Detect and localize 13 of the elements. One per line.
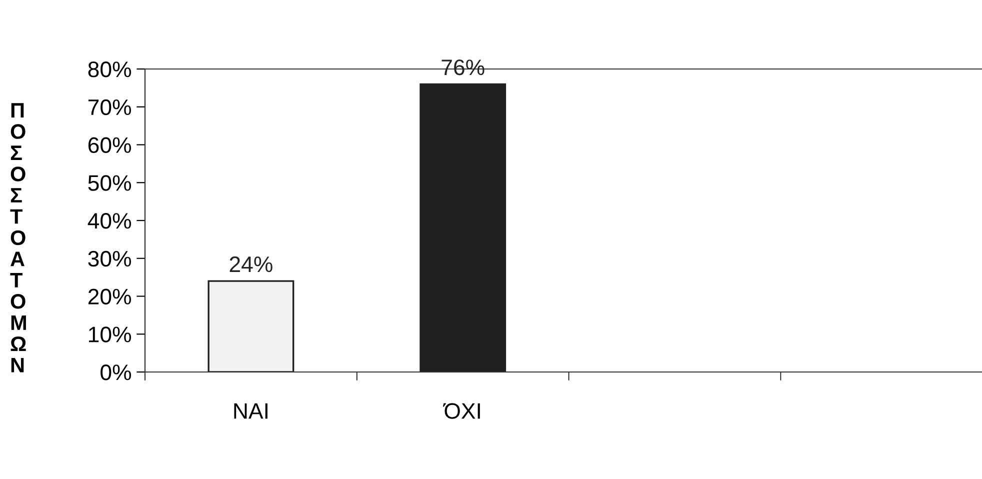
y-tick-label: 70% (88, 99, 132, 116)
y-tick-label: 20% (88, 288, 132, 305)
data-label: 24% (230, 256, 272, 272)
x-tick-label: ΝΑΙ (234, 403, 268, 419)
y-tick-label: 80% (88, 62, 132, 78)
y-tick-label: 10% (89, 326, 132, 342)
y-tick-label: 40% (88, 213, 132, 229)
y-tick-label: 60% (88, 137, 132, 154)
x-tick-label: ΌΧΙ (443, 403, 480, 419)
y-tick-label: 0% (100, 364, 132, 380)
y-tick-label: 30% (88, 250, 132, 267)
text: ΠΟΣΟΣΤΟ ΑΤΟΜΩΝ (10, 103, 26, 372)
y-tick-label: 50% (88, 175, 132, 191)
